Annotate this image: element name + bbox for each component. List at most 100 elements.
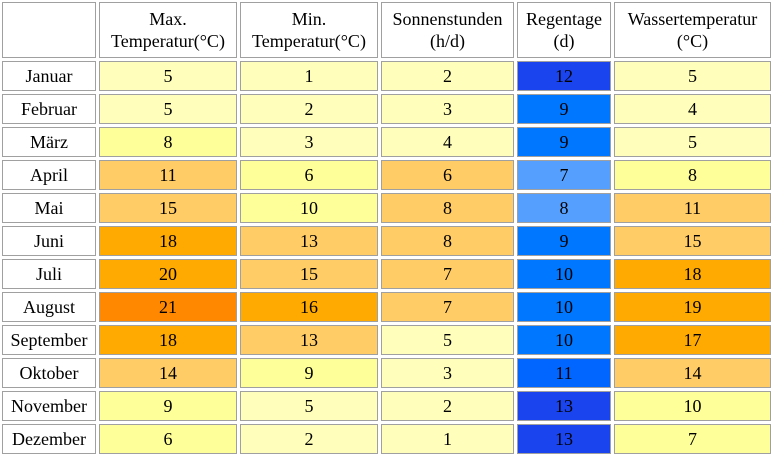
- min-temp-cell: 2: [240, 424, 378, 454]
- header-rain-days-line2: (d): [553, 31, 575, 51]
- header-max-temp-line2: Temperatur(°C): [111, 31, 225, 51]
- month-label: Juli: [2, 259, 96, 289]
- sun-hours-cell: 6: [381, 160, 514, 190]
- min-temp-cell: 3: [240, 127, 378, 157]
- max-temp-cell: 5: [99, 61, 237, 91]
- rain-days-cell: 9: [517, 127, 611, 157]
- table-row: September 18 13 5 10 17: [2, 325, 771, 355]
- min-temp-cell: 10: [240, 193, 378, 223]
- water-temp-cell: 4: [614, 94, 771, 124]
- header-rain-days-line1: Regentage: [526, 9, 602, 29]
- sun-hours-cell: 8: [381, 226, 514, 256]
- table-row: Juli 20 15 7 10 18: [2, 259, 771, 289]
- table-row: Oktober 14 9 3 11 14: [2, 358, 771, 388]
- sun-hours-cell: 7: [381, 259, 514, 289]
- max-temp-cell: 8: [99, 127, 237, 157]
- header-row: Max. Temperatur(°C) Min. Temperatur(°C) …: [2, 2, 771, 58]
- table-header: Max. Temperatur(°C) Min. Temperatur(°C) …: [2, 2, 771, 58]
- max-temp-cell: 6: [99, 424, 237, 454]
- rain-days-cell: 10: [517, 292, 611, 322]
- header-max-temp: Max. Temperatur(°C): [99, 2, 237, 58]
- table-row: März 8 3 4 9 5: [2, 127, 771, 157]
- water-temp-cell: 5: [614, 61, 771, 91]
- month-label: August: [2, 292, 96, 322]
- header-min-temp-line2: Temperatur(°C): [252, 31, 366, 51]
- max-temp-cell: 20: [99, 259, 237, 289]
- table-body: Januar 5 1 2 12 5 Februar 5 2 3 9 4 März 8 3 4 9 5 April 11…: [2, 61, 771, 454]
- max-temp-cell: 11: [99, 160, 237, 190]
- month-label: April: [2, 160, 96, 190]
- header-min-temp-line1: Min.: [291, 9, 327, 29]
- water-temp-cell: 19: [614, 292, 771, 322]
- sun-hours-cell: 3: [381, 94, 514, 124]
- rain-days-cell: 13: [517, 391, 611, 421]
- table-row: Februar 5 2 3 9 4: [2, 94, 771, 124]
- header-sun-hours-line2: (h/d): [430, 31, 465, 51]
- sun-hours-cell: 2: [381, 391, 514, 421]
- table-row: April 11 6 6 7 8: [2, 160, 771, 190]
- month-label: Februar: [2, 94, 96, 124]
- water-temp-cell: 15: [614, 226, 771, 256]
- table-row: Dezember 6 2 1 13 7: [2, 424, 771, 454]
- header-max-temp-line1: Max.: [149, 9, 187, 29]
- min-temp-cell: 16: [240, 292, 378, 322]
- rain-days-cell: 13: [517, 424, 611, 454]
- rain-days-cell: 10: [517, 325, 611, 355]
- min-temp-cell: 5: [240, 391, 378, 421]
- month-label: Juni: [2, 226, 96, 256]
- water-temp-cell: 8: [614, 160, 771, 190]
- min-temp-cell: 13: [240, 325, 378, 355]
- month-label: Dezember: [2, 424, 96, 454]
- month-label: März: [2, 127, 96, 157]
- table-row: Januar 5 1 2 12 5: [2, 61, 771, 91]
- rain-days-cell: 9: [517, 226, 611, 256]
- min-temp-cell: 1: [240, 61, 378, 91]
- water-temp-cell: 10: [614, 391, 771, 421]
- water-temp-cell: 11: [614, 193, 771, 223]
- header-sun-hours-line1: Sonnenstunden: [392, 9, 503, 29]
- min-temp-cell: 9: [240, 358, 378, 388]
- header-water-temp-line1: Wassertemperatur: [627, 9, 758, 29]
- header-water-temp: Wassertemperatur (°C): [614, 2, 771, 58]
- max-temp-cell: 21: [99, 292, 237, 322]
- month-label: Januar: [2, 61, 96, 91]
- max-temp-cell: 5: [99, 94, 237, 124]
- max-temp-cell: 18: [99, 226, 237, 256]
- water-temp-cell: 5: [614, 127, 771, 157]
- header-water-temp-line2: (°C): [676, 31, 709, 51]
- rain-days-cell: 12: [517, 61, 611, 91]
- table-row: Juni 18 13 8 9 15: [2, 226, 771, 256]
- month-label: Oktober: [2, 358, 96, 388]
- water-temp-cell: 14: [614, 358, 771, 388]
- water-temp-cell: 18: [614, 259, 771, 289]
- sun-hours-cell: 1: [381, 424, 514, 454]
- max-temp-cell: 9: [99, 391, 237, 421]
- month-label: Mai: [2, 193, 96, 223]
- table-row: Mai 15 10 8 8 11: [2, 193, 771, 223]
- rain-days-cell: 8: [517, 193, 611, 223]
- header-sun-hours: Sonnenstunden (h/d): [381, 2, 514, 58]
- sun-hours-cell: 3: [381, 358, 514, 388]
- max-temp-cell: 18: [99, 325, 237, 355]
- min-temp-cell: 15: [240, 259, 378, 289]
- min-temp-cell: 13: [240, 226, 378, 256]
- min-temp-cell: 6: [240, 160, 378, 190]
- water-temp-cell: 7: [614, 424, 771, 454]
- rain-days-cell: 11: [517, 358, 611, 388]
- max-temp-cell: 14: [99, 358, 237, 388]
- table-row: August 21 16 7 10 19: [2, 292, 771, 322]
- table-row: November 9 5 2 13 10: [2, 391, 771, 421]
- header-rain-days: Regentage (d): [517, 2, 611, 58]
- sun-hours-cell: 8: [381, 193, 514, 223]
- sun-hours-cell: 2: [381, 61, 514, 91]
- max-temp-cell: 15: [99, 193, 237, 223]
- min-temp-cell: 2: [240, 94, 378, 124]
- sun-hours-cell: 4: [381, 127, 514, 157]
- month-label: November: [2, 391, 96, 421]
- rain-days-cell: 7: [517, 160, 611, 190]
- rain-days-cell: 10: [517, 259, 611, 289]
- sun-hours-cell: 7: [381, 292, 514, 322]
- rain-days-cell: 9: [517, 94, 611, 124]
- month-label: September: [2, 325, 96, 355]
